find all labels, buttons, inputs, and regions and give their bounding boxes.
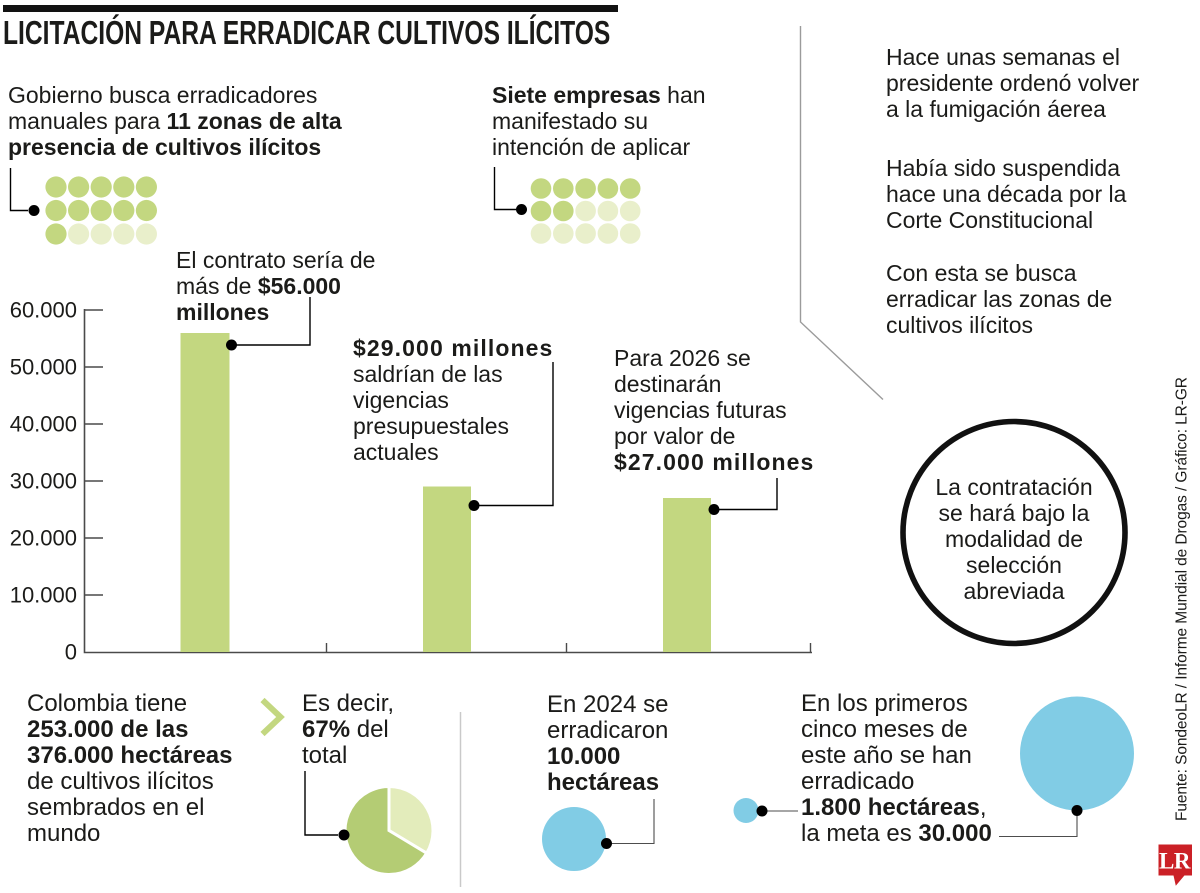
svg-text:Fuente: SondeoLR / Informe Mun: Fuente: SondeoLR / Informe Mundial de Dr… — [1174, 377, 1191, 821]
svg-text:20.000: 20.000 — [10, 526, 77, 551]
svg-text:60.000: 60.000 — [10, 298, 77, 323]
svg-text:50.000: 50.000 — [10, 355, 77, 380]
svg-text:30.000: 30.000 — [10, 469, 77, 494]
svg-text:40.000: 40.000 — [10, 412, 77, 437]
svg-text:0: 0 — [65, 640, 77, 665]
svg-text:LR: LR — [1159, 849, 1191, 874]
svg-text:10.000: 10.000 — [10, 583, 77, 608]
